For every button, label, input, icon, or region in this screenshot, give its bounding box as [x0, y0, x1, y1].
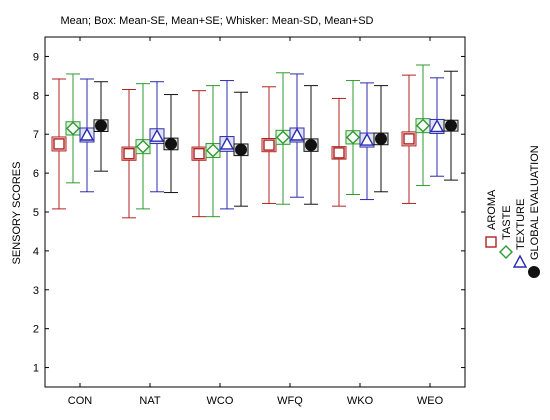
- box-group-taste: [415, 64, 431, 187]
- x-tick-label: CON: [68, 395, 93, 407]
- box-group-aroma: [401, 74, 417, 204]
- mean-marker: [445, 119, 457, 132]
- legend-item-aroma: AROMA: [485, 189, 498, 248]
- box-group-global-evaluation: [303, 85, 319, 205]
- mean-marker: [123, 147, 135, 160]
- mean-marker: [429, 118, 445, 133]
- y-tick-label: 3: [33, 285, 39, 297]
- box-group-taste: [205, 85, 221, 218]
- mean-marker: [276, 130, 290, 145]
- mean-marker: [305, 139, 317, 152]
- x-tick-label: WKO: [347, 395, 374, 407]
- mean-marker: [403, 133, 415, 145]
- mean-marker: [165, 137, 177, 150]
- legend-marker: [485, 236, 497, 248]
- legend-marker: [512, 254, 528, 268]
- y-tick-label: 5: [33, 207, 39, 219]
- box-group-texture: [149, 81, 165, 193]
- box-group-aroma: [261, 86, 277, 204]
- legend: AROMA TASTE TEXTURE GLOBAL EVALUATION: [485, 145, 541, 278]
- mean-marker: [333, 147, 345, 159]
- mean-marker: [53, 138, 65, 150]
- mean-marker: [289, 127, 305, 141]
- x-tick-label: WCO: [207, 395, 234, 407]
- box-group-global-evaluation: [163, 94, 179, 194]
- box-group-texture: [79, 78, 95, 193]
- box-group-aroma: [191, 90, 207, 218]
- box-group-texture: [289, 73, 305, 198]
- legend-item-global-evaluation: GLOBAL EVALUATION: [528, 145, 541, 278]
- y-tick-label: 9: [33, 51, 39, 63]
- y-tick-label: 2: [33, 324, 39, 336]
- mean-marker: [346, 130, 360, 145]
- box-group-global-evaluation: [443, 70, 459, 181]
- x-tick-label: WEO: [417, 395, 444, 407]
- legend-marker: [528, 266, 540, 278]
- mean-marker: [219, 136, 235, 150]
- y-tick-label: 1: [33, 363, 39, 375]
- mean-marker: [263, 139, 275, 151]
- box-group-taste: [135, 83, 151, 210]
- y-tick-label: 7: [33, 129, 39, 141]
- mean-marker: [416, 118, 430, 133]
- mean-marker: [95, 119, 107, 132]
- mean-marker: [193, 147, 205, 160]
- y-tick-label: 8: [33, 90, 39, 102]
- y-axis-label: SENSORY SCORES: [11, 162, 23, 265]
- legend-label: TEXTURE: [515, 199, 527, 250]
- legend-item-taste: TASTE: [499, 205, 513, 259]
- box-group-global-evaluation: [233, 91, 249, 207]
- box-group-global-evaluation: [373, 85, 389, 193]
- legend-label: TASTE: [501, 205, 513, 240]
- legend-item-texture: TEXTURE: [512, 199, 528, 268]
- chart-title: Mean; Box: Mean-SE, Mean+SE; Whisker: Me…: [60, 15, 373, 27]
- mean-marker: [375, 132, 387, 145]
- y-tick-label: 6: [33, 168, 39, 180]
- box-group-aroma: [51, 78, 67, 210]
- mean-marker: [359, 132, 375, 146]
- box-group-taste: [65, 73, 81, 184]
- plot-area: [51, 64, 459, 219]
- legend-marker: [499, 245, 513, 259]
- mean-marker: [79, 127, 95, 141]
- mean-marker: [149, 128, 165, 142]
- box-group-aroma: [331, 97, 347, 207]
- box-group-global-evaluation: [93, 81, 109, 172]
- x-ticks: CON NAT WCO WFQ WKO WEO: [68, 37, 444, 407]
- legend-label: AROMA: [486, 189, 498, 230]
- box-group-taste: [345, 80, 361, 195]
- mean-marker: [66, 121, 80, 136]
- mean-marker: [206, 143, 220, 158]
- y-ticks: 1 2 3 4 5 6 7 8 9: [33, 51, 465, 375]
- mean-marker: [136, 139, 150, 154]
- y-tick-label: 4: [33, 246, 39, 258]
- mean-marker: [235, 143, 247, 156]
- box-group-aroma: [121, 89, 137, 219]
- x-tick-label: WFQ: [277, 395, 303, 407]
- legend-label: GLOBAL EVALUATION: [529, 145, 541, 260]
- x-tick-label: NAT: [139, 395, 160, 407]
